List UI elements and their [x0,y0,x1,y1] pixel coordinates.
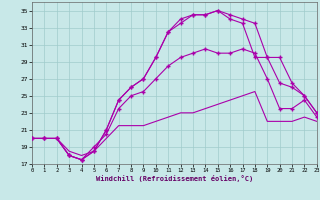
X-axis label: Windchill (Refroidissement éolien,°C): Windchill (Refroidissement éolien,°C) [96,175,253,182]
